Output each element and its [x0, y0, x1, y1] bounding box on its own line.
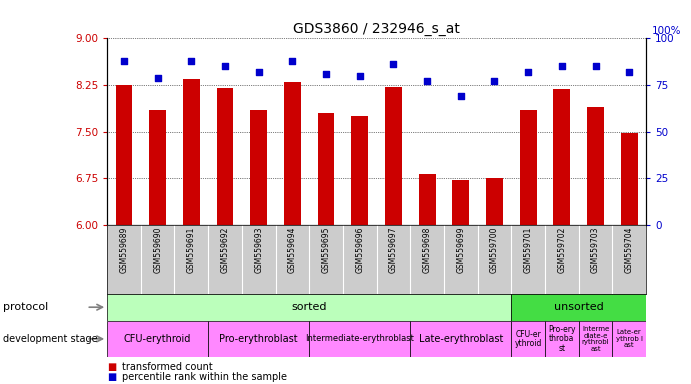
Text: Late-er
ythrob l
ast: Late-er ythrob l ast [616, 329, 643, 348]
Bar [208, 321, 309, 357]
Text: CFU-erythroid: CFU-erythroid [124, 334, 191, 344]
Text: GSM559701: GSM559701 [524, 227, 533, 273]
Text: GSM559690: GSM559690 [153, 227, 162, 273]
Text: GSM559698: GSM559698 [423, 227, 432, 273]
Bar [318, 113, 334, 225]
Text: development stage: development stage [3, 334, 98, 344]
Bar [621, 133, 638, 225]
Bar [115, 85, 133, 225]
Point [590, 63, 601, 70]
Text: GSM559693: GSM559693 [254, 227, 263, 273]
Text: GSM559689: GSM559689 [120, 227, 129, 273]
Title: GDS3860 / 232946_s_at: GDS3860 / 232946_s_at [293, 22, 460, 36]
Point [489, 78, 500, 84]
Point [220, 63, 231, 70]
Text: sorted: sorted [292, 302, 327, 312]
Point [624, 69, 635, 75]
Text: GSM559703: GSM559703 [591, 227, 600, 273]
Text: Pro-ery
throba
st: Pro-ery throba st [548, 325, 576, 353]
Bar [511, 321, 545, 357]
Point [118, 58, 129, 64]
Text: GSM559699: GSM559699 [456, 227, 465, 273]
Text: GSM559696: GSM559696 [355, 227, 364, 273]
Point [422, 78, 433, 84]
Bar [149, 110, 166, 225]
Point [186, 58, 197, 64]
Text: GSM559691: GSM559691 [187, 227, 196, 273]
Bar [612, 321, 646, 357]
Bar [250, 110, 267, 225]
Bar [587, 107, 604, 225]
Point [388, 61, 399, 68]
Text: GSM559695: GSM559695 [321, 227, 330, 273]
Bar [553, 89, 570, 225]
Text: transformed count: transformed count [122, 362, 213, 372]
Bar [453, 180, 469, 225]
Text: ■: ■ [107, 372, 116, 382]
Text: Pro-erythroblast: Pro-erythroblast [219, 334, 298, 344]
Point [354, 73, 366, 79]
Text: Interme
diate-e
rythrobl
ast: Interme diate-e rythrobl ast [582, 326, 609, 352]
Text: GSM559692: GSM559692 [220, 227, 229, 273]
Bar [183, 79, 200, 225]
Text: protocol: protocol [3, 302, 48, 312]
Bar [284, 82, 301, 225]
Point [556, 63, 567, 70]
Text: 100%: 100% [652, 26, 681, 36]
Point [253, 69, 264, 75]
Bar [216, 88, 234, 225]
Bar [351, 116, 368, 225]
Text: GSM559697: GSM559697 [389, 227, 398, 273]
Bar [545, 321, 578, 357]
Bar [520, 110, 537, 225]
Bar [511, 294, 646, 321]
Text: GSM559700: GSM559700 [490, 227, 499, 273]
Bar [410, 321, 511, 357]
Bar [107, 321, 208, 357]
Point [522, 69, 533, 75]
Bar [310, 321, 410, 357]
Text: CFU-er
ythroid: CFU-er ythroid [515, 329, 542, 348]
Text: GSM559702: GSM559702 [558, 227, 567, 273]
Bar [578, 321, 612, 357]
Text: GSM559694: GSM559694 [288, 227, 297, 273]
Text: GSM559704: GSM559704 [625, 227, 634, 273]
Text: percentile rank within the sample: percentile rank within the sample [122, 372, 287, 382]
Point [455, 93, 466, 99]
Point [321, 71, 332, 77]
Bar [385, 87, 402, 225]
Bar [107, 294, 511, 321]
Bar [419, 174, 435, 225]
Text: Intermediate-erythroblast: Intermediate-erythroblast [305, 334, 414, 343]
Text: unsorted: unsorted [554, 302, 603, 312]
Point [152, 74, 163, 81]
Text: Late-erythroblast: Late-erythroblast [419, 334, 503, 344]
Text: ■: ■ [107, 362, 116, 372]
Bar [486, 178, 503, 225]
Point [287, 58, 298, 64]
